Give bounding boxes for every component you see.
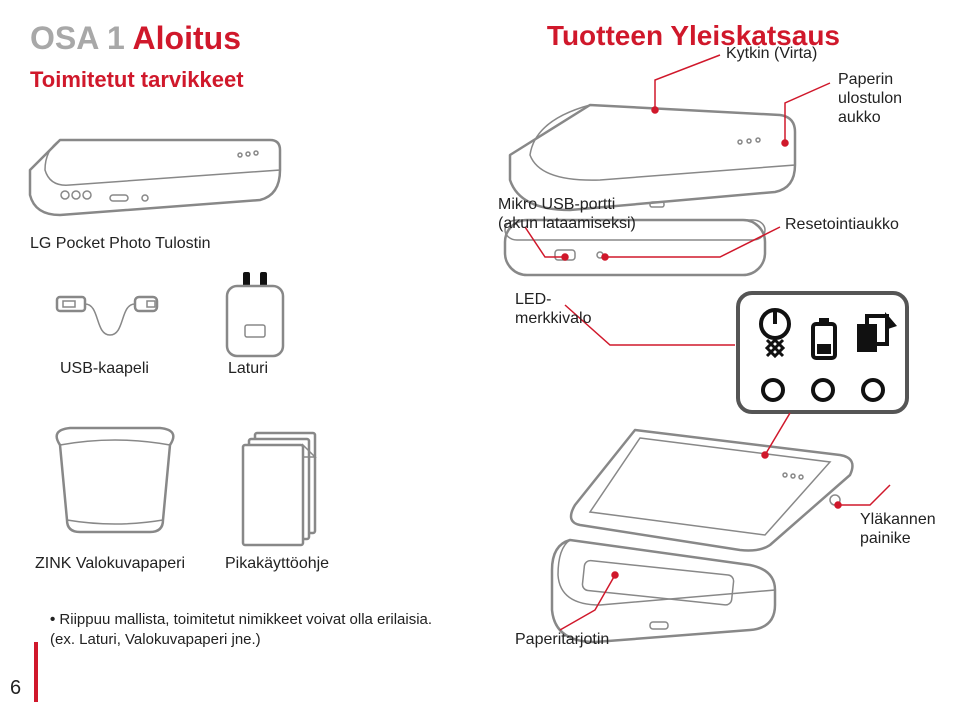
- paper-label: ZINK Valokuvapaperi: [35, 555, 185, 573]
- guide-illustration: [225, 425, 335, 560]
- callout-usb-l1: Mikro USB-portti: [498, 195, 636, 214]
- led-panel: [735, 290, 910, 420]
- paper-pack-illustration: [45, 420, 185, 545]
- callout-switch: Kytkin (Virta): [726, 44, 817, 63]
- callout-reset: Resetointiaukko: [785, 215, 899, 234]
- callout-led: LED- merkkivalo: [515, 290, 591, 328]
- usb-cable-illustration: [55, 285, 165, 360]
- callout-paperslot-l2: ulostulon: [838, 89, 902, 108]
- callout-topcover-l2: painike: [860, 529, 936, 548]
- callout-paperslot-l3: aukko: [838, 108, 902, 127]
- printer-illustration: [20, 100, 290, 235]
- callout-topcover: Yläkannen painike: [860, 510, 936, 548]
- callout-paperslot: Paperin ulostulon aukko: [838, 70, 902, 128]
- callout-led-l2: merkkivalo: [515, 309, 591, 328]
- leader-led-to-device: [760, 410, 810, 465]
- page-number: 6: [10, 677, 21, 700]
- callout-tray: Paperitarjotin: [515, 630, 609, 649]
- model-note: Riippuu mallista, toimitetut nimikkeet v…: [50, 610, 440, 651]
- page-accent-bar: [34, 642, 38, 702]
- charger-label: Laturi: [228, 360, 268, 378]
- printer-label: LG Pocket Photo Tulostin: [30, 235, 211, 253]
- callout-led-l1: LED-: [515, 290, 591, 309]
- section-title: OSA 1 Aloitus: [30, 20, 241, 57]
- callout-paperslot-l1: Paperin: [838, 70, 902, 89]
- part-name: Aloitus: [133, 20, 241, 56]
- cable-label: USB-kaapeli: [60, 360, 149, 378]
- part-label: OSA 1: [30, 20, 125, 56]
- callout-topcover-l1: Yläkannen: [860, 510, 936, 529]
- charger-illustration: [215, 270, 295, 370]
- leader-reset: [600, 222, 800, 267]
- guide-label: Pikakäyttöohje: [225, 555, 329, 573]
